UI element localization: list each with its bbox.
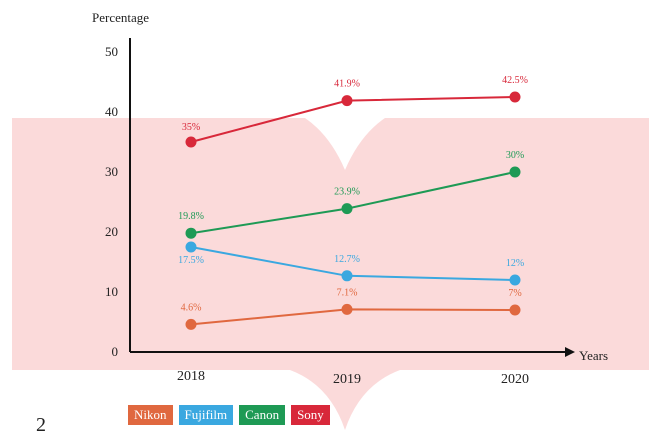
data-label-sony: 35% xyxy=(182,122,200,133)
x-axis-title: Years xyxy=(579,348,608,363)
y-tick-label: 50 xyxy=(105,44,118,59)
legend-item-canon: Canon xyxy=(239,405,286,425)
data-point-nikon xyxy=(185,318,197,330)
data-label-canon: 23.9% xyxy=(334,187,360,198)
legend: Nikon Fujifilm Canon Sony xyxy=(128,405,330,425)
data-point-canon xyxy=(341,203,353,215)
y-tick-label: 30 xyxy=(105,164,118,179)
data-point-canon xyxy=(185,227,197,239)
data-label-nikon: 4.6% xyxy=(181,302,202,313)
x-axis-arrow xyxy=(565,347,575,357)
legend-item-sony: Sony xyxy=(291,405,330,425)
legend-item-fujifilm: Fujifilm xyxy=(178,405,234,425)
axes: Percentage Years 0 10 20 30 40 50 2018 2019 2020 xyxy=(92,10,608,387)
y-axis-title: Percentage xyxy=(92,10,149,25)
data-point-sony xyxy=(341,95,353,107)
data-point-nikon xyxy=(341,303,353,315)
legend-item-nikon: Nikon xyxy=(128,405,173,425)
data-point-canon xyxy=(509,166,521,178)
y-tick-label: 40 xyxy=(105,104,118,119)
data-label-fujifilm: 17.5% xyxy=(178,255,204,266)
data-point-sony xyxy=(509,91,521,103)
x-tick-label: 2020 xyxy=(501,372,529,387)
data-labels: 4.6% 7.1% 7% 17.5% 12.7% 12% 19.8% 23.9% 30% 35% 4… xyxy=(178,75,528,313)
data-label-canon: 30% xyxy=(506,150,524,161)
data-point-fujifilm xyxy=(509,274,521,286)
data-label-fujifilm: 12.7% xyxy=(334,254,360,265)
data-label-nikon: 7% xyxy=(508,288,521,299)
data-label-fujifilm: 12% xyxy=(506,258,524,269)
data-label-sony: 41.9% xyxy=(334,79,360,90)
data-label-canon: 19.8% xyxy=(178,211,204,222)
data-label-sony: 42.5% xyxy=(502,75,528,86)
data-points xyxy=(185,91,521,330)
x-tick-label: 2018 xyxy=(177,369,205,384)
y-tick-label: 10 xyxy=(105,284,118,299)
data-point-fujifilm xyxy=(185,241,197,253)
x-tick-label: 2019 xyxy=(333,372,361,387)
y-tick-label: 20 xyxy=(105,224,118,239)
data-point-sony xyxy=(185,136,197,148)
data-label-nikon: 7.1% xyxy=(337,287,358,298)
y-tick-label: 0 xyxy=(112,344,119,359)
data-point-fujifilm xyxy=(341,270,353,282)
data-point-nikon xyxy=(509,304,521,316)
corner-text: 2 xyxy=(36,414,46,436)
